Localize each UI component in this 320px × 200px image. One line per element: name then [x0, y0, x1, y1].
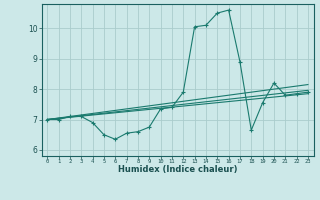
- X-axis label: Humidex (Indice chaleur): Humidex (Indice chaleur): [118, 165, 237, 174]
